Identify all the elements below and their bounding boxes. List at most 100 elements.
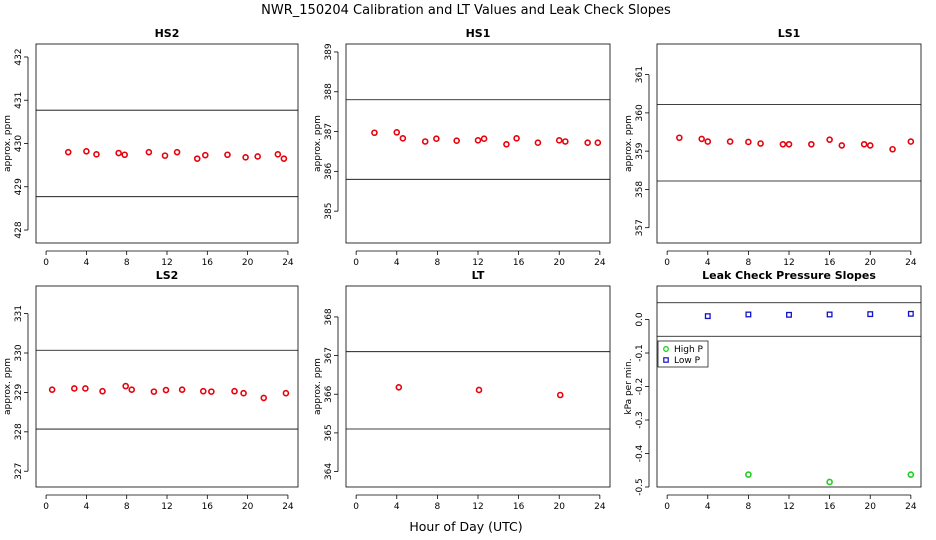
y-tick-label: 358 (635, 181, 645, 198)
data-point (826, 136, 833, 143)
y-axis-label: kPa per min. (624, 358, 634, 414)
data-point (555, 137, 563, 144)
panel-title: HS2 (155, 27, 180, 40)
x-tick-label: 12 (783, 258, 794, 268)
series-values (676, 134, 915, 153)
y-axis-label: approx. ppm (3, 358, 13, 415)
x-tick-label: 0 (43, 502, 49, 512)
x-tick-label: 20 (865, 258, 877, 268)
y-tick-label: 329 (14, 384, 24, 401)
y-tick-label: 330 (14, 344, 24, 361)
data-point (115, 149, 122, 157)
data-point (867, 311, 874, 318)
y-tick-label: -0.1 (635, 344, 645, 362)
data-point (231, 387, 238, 395)
y-tick-label: -0.3 (635, 411, 645, 429)
data-point (122, 382, 129, 390)
chart-panel-6: Leak Check Pressure Slopes 0 4 8 12 16 20 24 0.0… (624, 269, 922, 512)
x-tick-label: 8 (124, 258, 130, 268)
x-tick-label: 0 (353, 258, 359, 268)
y-tick-label: 432 (14, 48, 24, 65)
y-tick-label: 387 (324, 123, 334, 140)
panel-title: HS1 (466, 27, 491, 40)
data-point (421, 138, 429, 145)
legend-entry: High P (674, 345, 704, 355)
data-point (433, 135, 440, 143)
plot-frame (345, 43, 611, 244)
x-tick-label: 4 (705, 258, 711, 268)
y-tick-label: 328 (14, 423, 24, 440)
x-tick-label: 16 (513, 258, 525, 268)
x-tick-label: 8 (435, 258, 441, 268)
chart-panel-4: LS2 0 4 8 12 16 20 24 327 328 329 330 331 approx. ppm (3, 269, 299, 512)
y-tick-label: 368 (324, 308, 334, 325)
x-tick-label: 0 (353, 502, 359, 512)
data-point (70, 385, 78, 392)
y-axis-label: approx. ppm (313, 358, 323, 415)
x-tick-label: 16 (513, 502, 525, 512)
data-point (562, 138, 569, 145)
y-tick-label: 0.0 (635, 312, 645, 327)
x-tick-label: 20 (554, 502, 566, 512)
data-point (838, 142, 846, 149)
x-tick-label: 4 (705, 502, 711, 512)
plot-frame (35, 285, 299, 488)
x-tick-label: 0 (43, 258, 49, 268)
data-point (161, 152, 169, 159)
x-tick-label: 4 (84, 258, 90, 268)
chart-panel-2: HS1 0 4 8 12 16 20 24 385 386 387 388 389 approx. ppm (313, 27, 611, 268)
data-point (254, 153, 261, 160)
y-tick-label: 430 (14, 135, 24, 152)
y-tick-label: -0.4 (635, 444, 645, 462)
data-point (513, 135, 520, 142)
x-tick-label: 16 (824, 258, 836, 268)
data-point (503, 140, 510, 148)
data-point (371, 129, 378, 137)
y-tick-label: 366 (324, 385, 334, 402)
y-tick-label: 428 (14, 221, 24, 238)
plot-frame (656, 43, 922, 244)
data-point (208, 388, 215, 395)
figure-title: NWR_150204 Calibration and LT Values and… (261, 3, 671, 18)
data-point (786, 311, 792, 318)
data-point (889, 145, 896, 153)
panel-title: LS2 (156, 269, 179, 282)
x-tick-label: 0 (664, 502, 670, 512)
data-point (779, 140, 787, 148)
data-point (808, 140, 815, 148)
x-tick-label: 16 (202, 502, 214, 512)
data-point (480, 135, 488, 143)
data-point (224, 151, 231, 159)
y-tick-label: -0.2 (635, 378, 645, 396)
x-tick-label: 8 (746, 258, 752, 268)
y-tick-label: 386 (324, 163, 334, 180)
data-point (704, 313, 711, 320)
x-tick-label: 12 (161, 502, 172, 512)
data-point (82, 385, 89, 392)
x-tick-label: 20 (242, 258, 254, 268)
chart-panel-5: LT 0 4 8 12 16 20 24 364 365 366 367 368 approx. ppm (313, 269, 611, 512)
data-point (907, 138, 915, 145)
data-point (785, 140, 793, 148)
y-axis-label: approx. ppm (313, 115, 323, 172)
x-tick-label: 8 (435, 502, 441, 512)
plot-frame (656, 285, 922, 488)
y-axis-label: approx. ppm (3, 115, 13, 172)
x-tick-label: 16 (824, 502, 836, 512)
x-tick-label: 24 (594, 258, 606, 268)
data-point (83, 147, 90, 155)
series-values (48, 382, 290, 402)
y-tick-label: 431 (14, 92, 24, 109)
data-point (698, 135, 705, 143)
data-point (280, 155, 288, 162)
x-tick-label: 12 (161, 258, 172, 268)
data-point (128, 386, 136, 393)
panel-title: LS1 (778, 27, 801, 40)
x-tick-label: 12 (472, 502, 483, 512)
series-values (371, 129, 602, 148)
y-tick-label: 385 (324, 203, 334, 220)
data-point (757, 140, 764, 147)
data-point (121, 151, 128, 159)
